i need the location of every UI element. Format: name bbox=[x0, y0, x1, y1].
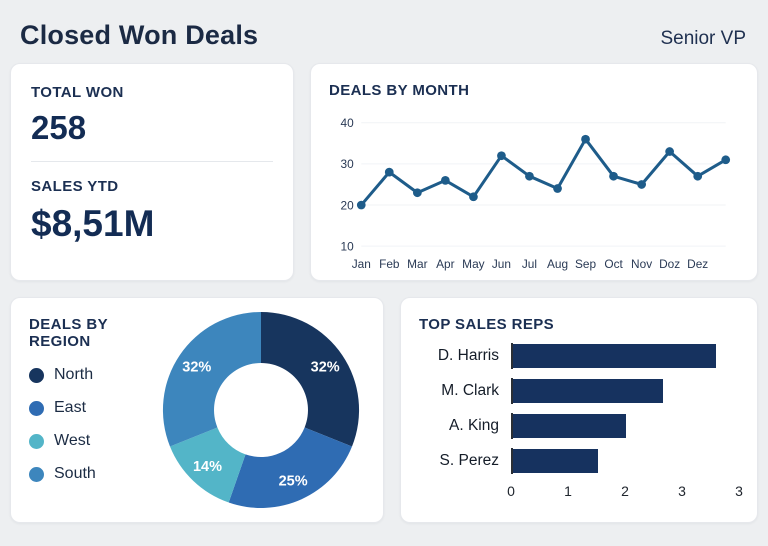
deals-by-month-line-chart: 10 20 30 40 Jan Feb Mar Apr May Jun Jul Aug Sep Oct No… bbox=[340, 116, 731, 271]
bar-category-label: M. Clark bbox=[441, 382, 499, 399]
line-point bbox=[356, 200, 366, 210]
bar bbox=[513, 379, 663, 403]
bar-track bbox=[511, 448, 739, 474]
donut-wrap: 32% 25% 14% 32% bbox=[157, 312, 365, 508]
user-role-label: Senior VP bbox=[660, 28, 746, 49]
bar-track bbox=[511, 413, 739, 439]
bar bbox=[513, 344, 717, 368]
pie-slice-label: 14% bbox=[193, 459, 222, 475]
line-point bbox=[553, 184, 562, 193]
pie-slice bbox=[162, 312, 261, 447]
legend-color-dot bbox=[29, 367, 44, 383]
line-point bbox=[525, 171, 534, 181]
bar-x-tick-label: 3 bbox=[678, 483, 686, 499]
legend-label: North bbox=[54, 366, 94, 383]
x-tick-label: May bbox=[462, 257, 484, 271]
stats-divider bbox=[31, 161, 273, 162]
pie-slice bbox=[228, 427, 352, 508]
bar-category-label: A. King bbox=[449, 417, 499, 434]
pie-slice-label: 32% bbox=[311, 360, 340, 376]
region-legend-column: DEALS BY REGION North East West South bbox=[29, 314, 157, 506]
line-point bbox=[693, 171, 703, 181]
bar-row: M. Clark bbox=[419, 378, 739, 404]
pie-slice bbox=[170, 427, 246, 503]
line-point bbox=[412, 188, 422, 198]
page-title: Closed Won Deals bbox=[20, 20, 259, 50]
deals-by-region-donut-chart: 32% 25% 14% 32% bbox=[162, 312, 360, 508]
y-tick-label: 20 bbox=[340, 198, 354, 212]
x-tick-label: Doz bbox=[659, 257, 680, 271]
bar-x-tick-label: 1 bbox=[564, 483, 572, 499]
deals-by-region-card: DEALS BY REGION North East West South 32% 25… bbox=[10, 297, 384, 523]
deals-by-month-title: DEALS BY MONTH bbox=[329, 82, 470, 99]
bar-track bbox=[511, 378, 739, 404]
line-point bbox=[609, 171, 618, 181]
bar bbox=[513, 414, 626, 438]
x-tick-label: Jan bbox=[352, 257, 371, 271]
legend-item: North bbox=[29, 366, 157, 384]
legend-label: East bbox=[54, 399, 87, 416]
x-tick-label: Aug bbox=[547, 257, 568, 271]
bar-row: S. Perez bbox=[419, 448, 739, 474]
x-tick-label: Dez bbox=[687, 257, 708, 271]
legend-color-dot bbox=[29, 433, 44, 449]
bar bbox=[513, 449, 598, 473]
y-tick-label: 40 bbox=[340, 116, 354, 130]
top-sales-reps-card: TOP SALES REPS D. Harris M. Clark A. King S… bbox=[400, 297, 758, 523]
x-tick-label: Jun bbox=[492, 257, 511, 271]
bottom-row: DEALS BY REGION North East West South 32% 25… bbox=[0, 297, 768, 523]
line-point bbox=[721, 155, 731, 165]
x-tick-label: Oct bbox=[604, 257, 623, 271]
line-point bbox=[384, 167, 394, 177]
bar-rows: D. Harris M. Clark A. King S. Perez bbox=[419, 343, 739, 474]
bar-x-tick-label: 2 bbox=[621, 483, 629, 499]
bar-category-label: D. Harris bbox=[437, 347, 499, 364]
bar-x-axis: 0 1 2 3 3 bbox=[507, 483, 743, 501]
bar-category-label: S. Perez bbox=[439, 452, 499, 469]
top-row: TOTAL WON 258 SALES YTD $8,51M DEALS BY … bbox=[0, 63, 768, 281]
total-won-label: TOTAL WON bbox=[31, 84, 124, 101]
legend-label: South bbox=[54, 465, 96, 482]
sales-ytd-value: $8,51M bbox=[31, 203, 155, 244]
deals-by-month-card: DEALS BY MONTH 10 20 30 40 Jan Feb Mar Apr May Ju… bbox=[310, 63, 758, 281]
line-point bbox=[469, 192, 478, 202]
top-sales-reps-title: TOP SALES REPS bbox=[419, 316, 555, 333]
bar-track bbox=[511, 343, 739, 369]
line-series bbox=[359, 137, 728, 207]
line-point bbox=[581, 134, 590, 144]
legend-item: West bbox=[29, 432, 157, 450]
legend-item: East bbox=[29, 399, 157, 417]
line-point bbox=[440, 176, 450, 185]
pie-slice bbox=[261, 312, 360, 447]
line-point bbox=[637, 180, 646, 189]
bar-row: D. Harris bbox=[419, 343, 739, 369]
bar-x-tick-label: 0 bbox=[507, 483, 515, 499]
pie-slice-label: 25% bbox=[279, 474, 308, 490]
line-point bbox=[665, 147, 674, 156]
deals-by-region-title: DEALS BY REGION bbox=[29, 316, 108, 350]
x-tick-label: Jul bbox=[522, 257, 537, 271]
y-tick-label: 10 bbox=[340, 239, 354, 253]
x-tick-label: Sep bbox=[575, 257, 597, 271]
pie-slice-label: 32% bbox=[182, 360, 211, 376]
y-tick-label: 30 bbox=[340, 157, 354, 171]
stats-card: TOTAL WON 258 SALES YTD $8,51M bbox=[10, 63, 294, 281]
legend-color-dot bbox=[29, 466, 44, 482]
region-legend: North East West South bbox=[29, 366, 157, 483]
bar-row: A. King bbox=[419, 413, 739, 439]
x-tick-label: Feb bbox=[379, 257, 400, 271]
total-won-value: 258 bbox=[31, 109, 87, 146]
legend-item: South bbox=[29, 465, 157, 483]
x-tick-label: Apr bbox=[436, 257, 455, 271]
sales-ytd-label: SALES YTD bbox=[31, 178, 119, 195]
x-tick-label: Mar bbox=[407, 257, 427, 271]
dashboard-header: Closed Won Deals Senior VP bbox=[0, 0, 768, 63]
bar-x-tick-label: 3 bbox=[735, 483, 743, 499]
x-tick-label: Nov bbox=[631, 257, 652, 271]
line-point bbox=[497, 151, 506, 161]
legend-label: West bbox=[54, 432, 91, 449]
legend-color-dot bbox=[29, 400, 44, 416]
